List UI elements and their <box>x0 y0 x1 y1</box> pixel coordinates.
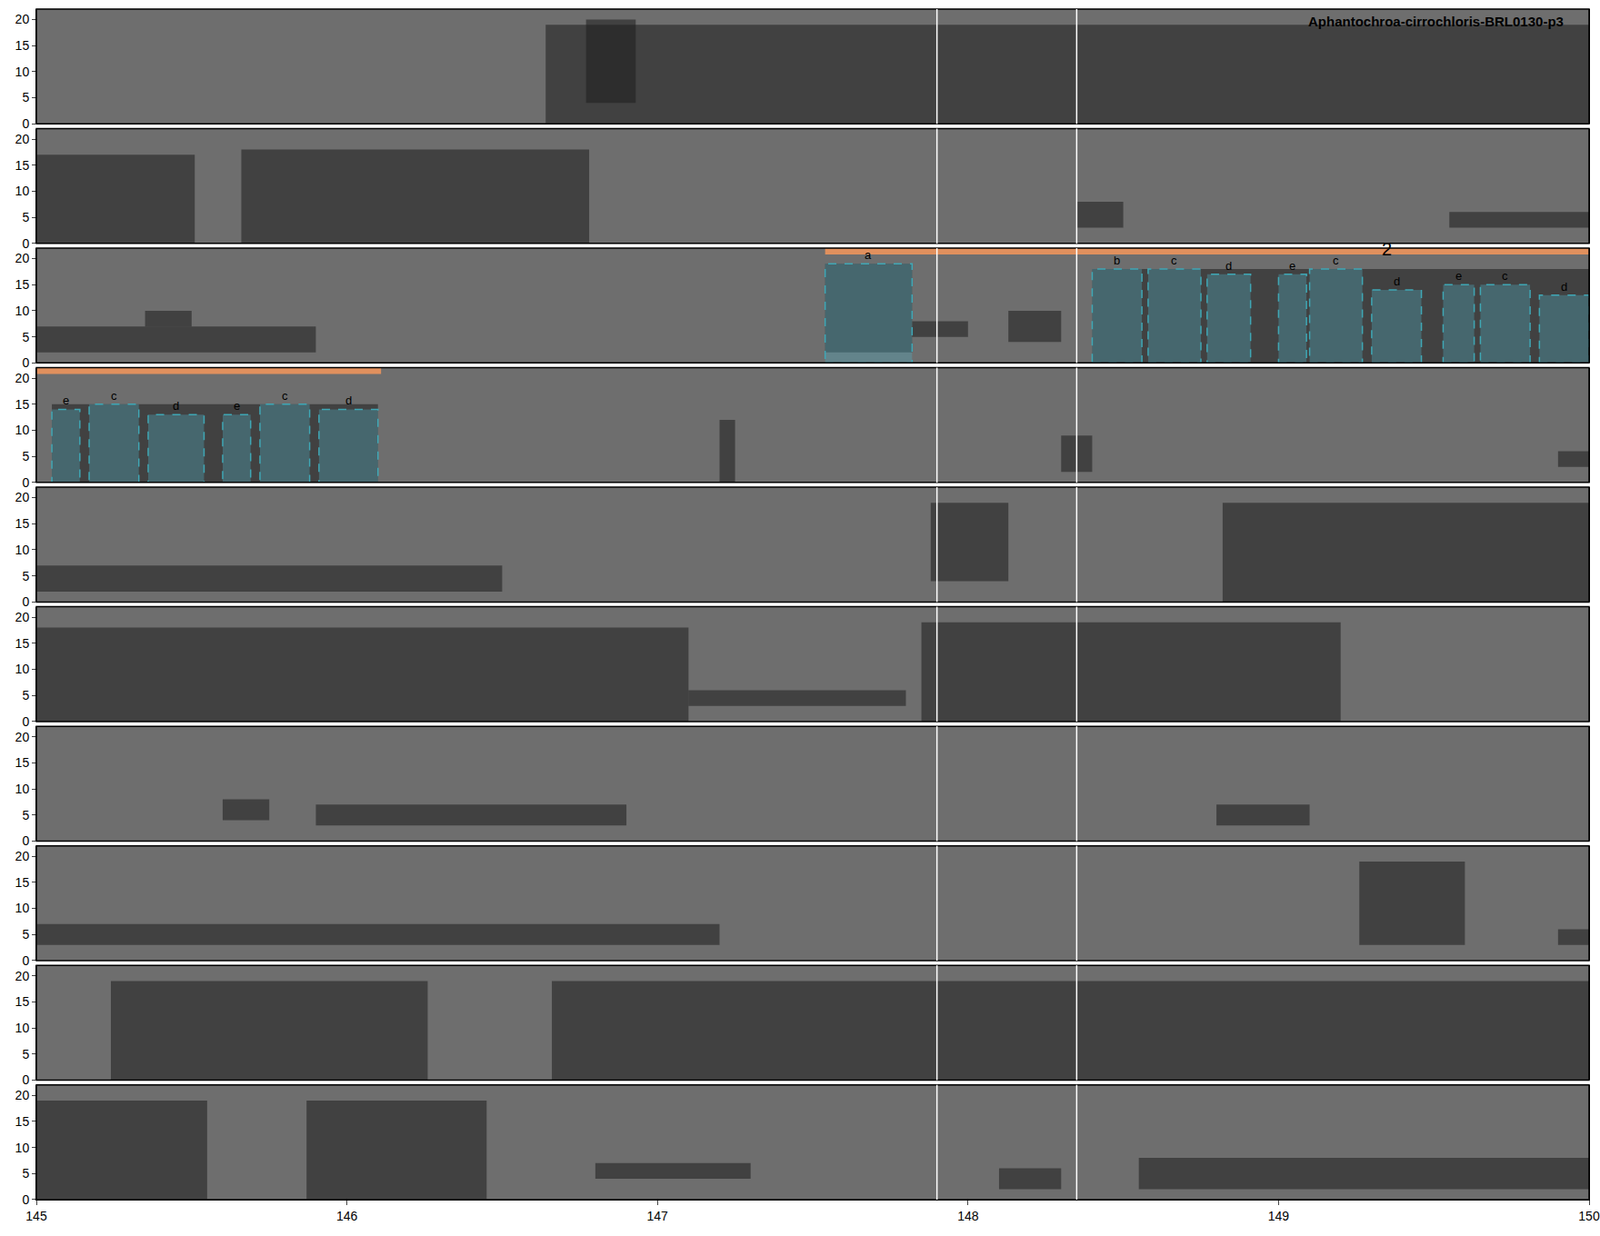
svg-text:10: 10 <box>15 64 30 80</box>
svg-text:20: 20 <box>15 370 30 386</box>
svg-text:0: 0 <box>21 475 30 490</box>
svg-text:15: 15 <box>15 516 30 531</box>
svg-text:0: 0 <box>21 116 30 131</box>
svg-text:0: 0 <box>21 236 30 251</box>
svg-text:0: 0 <box>21 355 30 370</box>
svg-text:5: 5 <box>21 1047 30 1062</box>
svg-text:e: e <box>233 399 240 413</box>
svg-text:d: d <box>1225 259 1232 273</box>
svg-text:5: 5 <box>21 1166 30 1181</box>
svg-text:10: 10 <box>15 542 30 558</box>
svg-text:c: c <box>1501 269 1509 283</box>
svg-text:5: 5 <box>21 330 30 345</box>
svg-text:15: 15 <box>15 38 30 53</box>
svg-text:15: 15 <box>15 755 30 770</box>
svg-text:145: 145 <box>25 1209 48 1224</box>
svg-text:Aphantochroa-cirrochloris-BRL0: Aphantochroa-cirrochloris-BRL0130-p3 <box>1308 13 1564 30</box>
svg-text:10: 10 <box>15 1020 30 1036</box>
svg-text:15: 15 <box>15 158 30 173</box>
svg-text:a: a <box>864 248 872 262</box>
svg-text:10: 10 <box>15 661 30 677</box>
svg-text:20: 20 <box>15 730 30 745</box>
svg-text:e: e <box>1455 269 1462 283</box>
svg-text:c: c <box>110 389 118 403</box>
svg-text:5: 5 <box>21 210 30 225</box>
svg-text:15: 15 <box>15 397 30 412</box>
svg-text:e: e <box>1289 259 1296 273</box>
svg-text:2: 2 <box>1381 239 1392 260</box>
svg-text:15: 15 <box>15 1114 30 1130</box>
svg-text:0: 0 <box>21 1072 30 1088</box>
svg-text:c: c <box>1170 253 1178 268</box>
svg-text:20: 20 <box>15 11 30 27</box>
svg-text:d: d <box>172 399 180 413</box>
svg-text:0: 0 <box>21 1192 30 1208</box>
svg-text:20: 20 <box>15 1088 30 1103</box>
svg-text:148: 148 <box>957 1209 980 1224</box>
svg-text:0: 0 <box>21 953 30 969</box>
svg-text:c: c <box>281 389 289 403</box>
svg-text:15: 15 <box>15 994 30 1010</box>
svg-text:20: 20 <box>15 849 30 864</box>
svg-text:15: 15 <box>15 636 30 651</box>
svg-text:5: 5 <box>21 569 30 584</box>
svg-text:5: 5 <box>21 927 30 942</box>
svg-text:10: 10 <box>15 900 30 916</box>
svg-text:20: 20 <box>15 250 30 266</box>
svg-text:15: 15 <box>15 875 30 890</box>
svg-text:20: 20 <box>15 490 30 505</box>
svg-text:c: c <box>1332 253 1340 268</box>
svg-text:20: 20 <box>15 131 30 147</box>
svg-text:e: e <box>62 393 70 408</box>
svg-text:10: 10 <box>15 1140 30 1155</box>
svg-text:10: 10 <box>15 183 30 199</box>
svg-text:10: 10 <box>15 781 30 797</box>
svg-text:146: 146 <box>336 1209 359 1224</box>
svg-text:5: 5 <box>21 688 30 703</box>
svg-text:5: 5 <box>21 90 30 105</box>
svg-text:b: b <box>1113 253 1120 268</box>
svg-text:147: 147 <box>647 1209 670 1224</box>
svg-text:15: 15 <box>15 277 30 292</box>
svg-text:20: 20 <box>15 610 30 625</box>
svg-text:5: 5 <box>21 808 30 823</box>
svg-text:5: 5 <box>21 449 30 464</box>
svg-text:20: 20 <box>15 969 30 984</box>
svg-text:d: d <box>1560 280 1568 294</box>
svg-text:150: 150 <box>1578 1209 1600 1224</box>
svg-text:d: d <box>345 393 352 408</box>
svg-text:0: 0 <box>21 594 30 610</box>
svg-text:10: 10 <box>15 303 30 319</box>
svg-text:0: 0 <box>21 833 30 849</box>
svg-text:d: d <box>1393 274 1400 289</box>
svg-text:149: 149 <box>1268 1209 1290 1224</box>
svg-text:10: 10 <box>15 422 30 438</box>
svg-text:0: 0 <box>21 714 30 730</box>
